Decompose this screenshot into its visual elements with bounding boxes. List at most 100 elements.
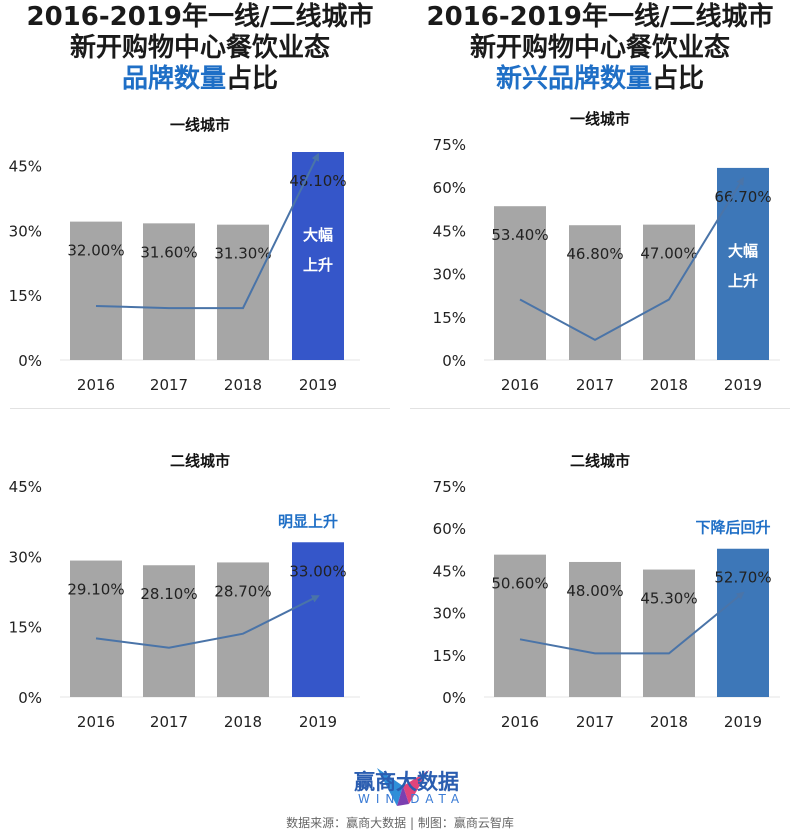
bar [70, 221, 122, 360]
bar [292, 152, 344, 360]
header-right: 2016-2019年一线/二线城市 新开购物中心餐饮业态 新兴品牌数量占比 [400, 2, 800, 95]
header-right-rest: 占比 [652, 64, 705, 94]
header-left-line2: 新开购物中心餐饮业态 [69, 33, 330, 63]
bar [717, 548, 769, 697]
bar [643, 224, 695, 360]
bar [143, 565, 195, 697]
bar [217, 562, 269, 697]
chart-title: 一线城市 [570, 110, 630, 128]
y-tick-label: 45% [9, 157, 42, 175]
x-tick-label: 2018 [650, 713, 688, 731]
x-tick-label: 2016 [77, 376, 115, 394]
header-right-line1: 2016-2019年一线/二线城市 [426, 2, 774, 32]
bar [143, 223, 195, 360]
data-label: 28.70% [214, 582, 271, 600]
data-source: 数据来源：赢商大数据 | 制图：赢商云智库 [286, 816, 514, 830]
chart-title: 二线城市 [570, 452, 630, 470]
x-tick-label: 2019 [724, 376, 762, 394]
trend-line [519, 591, 745, 655]
annotation: 明显上升 [278, 512, 338, 530]
header-right-line2: 新开购物中心餐饮业态 [469, 33, 730, 63]
data-label: 29.10% [67, 581, 124, 599]
bar [494, 554, 546, 697]
y-tick-label: 15% [433, 647, 466, 665]
annotation: 大幅上升 [728, 242, 758, 290]
y-tick-label: 30% [9, 222, 42, 240]
y-tick-label: 0% [442, 689, 466, 707]
bar [717, 167, 769, 360]
x-tick-label: 2017 [150, 713, 188, 731]
y-tick-label: 15% [9, 619, 42, 637]
header-left-rest: 占比 [226, 64, 279, 94]
y-tick-label: 30% [433, 266, 466, 284]
x-tick-label: 2016 [77, 713, 115, 731]
chart-panel-1: 一线城市 0% 15% 30% 45% 2016 2017 2018 2019 32.00% 31.… [9, 116, 360, 394]
divider-right [410, 408, 790, 409]
data-label: 47.00% [640, 245, 697, 263]
brand-name: 赢商大数据 [354, 770, 459, 794]
trend-line [95, 595, 320, 649]
chart-panel-4: 二线城市 0% 15% 30% 45% 60% 75% 2016 2017 2018 2019 50.… [433, 452, 780, 731]
header-left-highlight: 品牌数量 [121, 64, 226, 94]
data-label: 66.70% [714, 188, 771, 206]
x-tick-label: 2016 [501, 713, 539, 731]
y-tick-label: 45% [9, 478, 42, 496]
brand-subtitle: WIN DATA [358, 792, 466, 806]
y-tick-label: 15% [433, 309, 466, 327]
y-tick-label: 0% [18, 689, 42, 707]
x-tick-label: 2019 [299, 376, 337, 394]
y-tick-label: 45% [433, 222, 466, 240]
y-tick-label: 0% [442, 352, 466, 370]
x-tick-label: 2018 [224, 376, 262, 394]
y-tick-label: 30% [433, 605, 466, 623]
data-label: 52.70% [714, 569, 771, 587]
bar [494, 206, 546, 360]
x-tick-label: 2017 [150, 376, 188, 394]
y-tick-label: 15% [9, 287, 42, 305]
chart-title: 二线城市 [170, 452, 230, 470]
data-label: 53.40% [491, 226, 548, 244]
annotation: 下降后回升 [695, 519, 770, 537]
y-tick-label: 45% [433, 562, 466, 580]
trend-line [95, 152, 319, 310]
header-left-line1: 2016-2019年一线/二线城市 [26, 2, 374, 32]
data-label: 28.10% [140, 585, 197, 603]
header-left-line3: 品牌数量占比 [0, 64, 400, 95]
chart-panel-3: 二线城市 0% 15% 30% 45% 2016 2017 2018 2019 29.10% 28.… [9, 452, 360, 731]
divider-left [10, 408, 390, 409]
y-tick-label: 60% [433, 179, 466, 197]
x-tick-label: 2018 [224, 713, 262, 731]
bar [643, 569, 695, 697]
bar [217, 224, 269, 360]
x-tick-label: 2016 [501, 376, 539, 394]
header-right-line3: 新兴品牌数量占比 [400, 64, 800, 95]
data-label: 48.10% [289, 172, 346, 190]
data-label: 48.00% [566, 582, 623, 600]
bar [70, 560, 122, 697]
bar [569, 561, 621, 697]
data-label: 50.60% [491, 575, 548, 593]
chart-title: 一线城市 [170, 116, 230, 134]
annotation: 大幅上升 [303, 226, 333, 274]
header-right-highlight: 新兴品牌数量 [495, 64, 652, 94]
data-label: 46.80% [566, 245, 623, 263]
data-label: 32.00% [67, 242, 124, 260]
winshang-logo-icon [377, 768, 429, 806]
x-tick-label: 2019 [299, 713, 337, 731]
y-tick-label: 75% [433, 478, 466, 496]
data-label: 31.60% [140, 243, 197, 261]
y-tick-label: 0% [18, 352, 42, 370]
x-tick-label: 2018 [650, 376, 688, 394]
data-label: 31.30% [214, 245, 271, 263]
x-tick-label: 2019 [724, 713, 762, 731]
trend-line [519, 176, 745, 341]
y-tick-label: 30% [9, 548, 42, 566]
y-tick-label: 60% [433, 520, 466, 538]
x-tick-label: 2017 [576, 376, 614, 394]
data-label: 45.30% [640, 590, 697, 608]
data-label: 33.00% [289, 562, 346, 580]
bar [292, 542, 344, 697]
y-tick-label: 75% [433, 136, 466, 154]
header-left: 2016-2019年一线/二线城市 新开购物中心餐饮业态 品牌数量占比 [0, 2, 400, 95]
